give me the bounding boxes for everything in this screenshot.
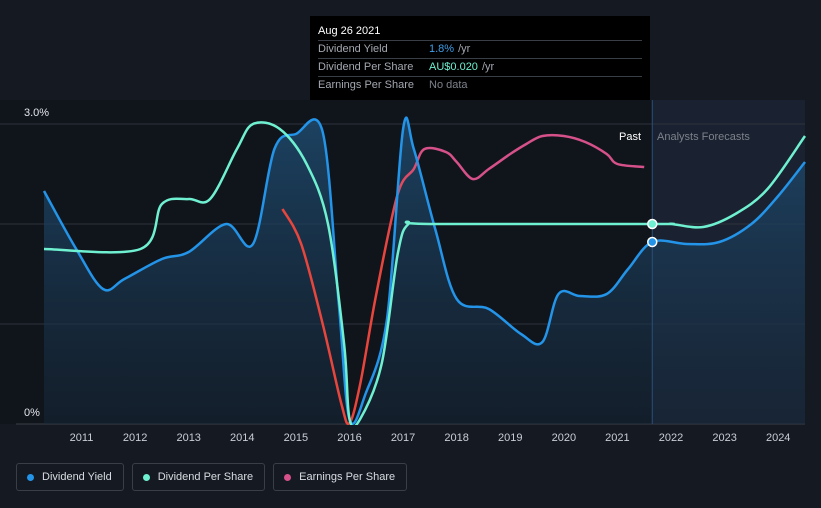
x-axis: 2011 2012 2013 2014 2015 2016 2017 2018 2019 2020… <box>70 432 791 444</box>
x-tick-label: 2017 <box>391 432 415 444</box>
dividend-yield-area <box>44 117 805 424</box>
x-tick-label: 2015 <box>284 432 308 444</box>
hover-markers <box>647 100 658 424</box>
tooltip-value: No data <box>429 79 468 91</box>
tooltip-label: Earnings Per Share <box>318 79 414 91</box>
tooltip-label: Dividend Yield <box>318 43 388 55</box>
x-tick-label: 2013 <box>176 432 200 444</box>
tooltip-unit: /yr <box>481 61 495 73</box>
x-tick-label: 2012 <box>123 432 147 444</box>
series-layer <box>42 116 807 425</box>
tooltip-row-dividend-per-share: Dividend Per Share AU$0.020 /yr <box>318 59 642 77</box>
earnings-per-share-line <box>281 133 645 425</box>
legend-label: Dividend Per Share <box>157 471 254 483</box>
tooltip-row-earnings-per-share: Earnings Per Share No data <box>318 77 642 94</box>
dividend-yield-line <box>42 116 806 425</box>
legend-label: Earnings Per Share <box>299 471 396 483</box>
x-tick-label: 2018 <box>444 432 468 444</box>
y-tick-label-bottom: 0% <box>24 407 40 419</box>
x-tick-label: 2024 <box>766 432 790 444</box>
x-tick-label: 2016 <box>337 432 361 444</box>
legend-label: Dividend Yield <box>42 471 112 483</box>
x-tick-label: 2014 <box>230 432 254 444</box>
legend-item-dividend-per-share[interactable]: Dividend Per Share <box>131 463 266 491</box>
dividend-per-share-marker <box>647 218 658 230</box>
dividend-per-share-line <box>43 121 807 425</box>
tooltip-value: 1.8% <box>429 43 455 55</box>
tooltip-value: AU$0.020 <box>429 61 478 73</box>
x-tick-label: 2020 <box>552 432 576 444</box>
legend-dot-icon <box>284 473 292 481</box>
tooltip-unit: /yr <box>458 43 471 55</box>
legend: Dividend Yield Dividend Per Share Earnin… <box>16 463 408 491</box>
x-tick-label: 2021 <box>605 432 629 444</box>
tooltip-date: Aug 26 2021 <box>318 23 642 41</box>
legend-dot-icon <box>27 473 34 481</box>
tooltip-row-dividend-yield: Dividend Yield 1.8% /yr <box>318 41 642 59</box>
legend-item-dividend-yield[interactable]: Dividend Yield <box>16 463 124 491</box>
past-label: Past <box>619 131 641 143</box>
legend-item-earnings-per-share[interactable]: Earnings Per Share <box>273 463 408 491</box>
dividend-yield-marker <box>647 236 658 248</box>
tooltip-label: Dividend Per Share <box>318 61 414 73</box>
x-tick-label: 2019 <box>498 432 522 444</box>
x-tick-label: 2022 <box>659 432 683 444</box>
y-tick-label-top: 3.0% <box>24 107 49 119</box>
x-tick-label: 2011 <box>70 432 94 444</box>
x-tick-label: 2023 <box>712 432 736 444</box>
legend-dot-icon <box>142 473 150 481</box>
tooltip: Aug 26 2021 Dividend Yield 1.8% /yr Divi… <box>310 16 650 100</box>
forecast-label: Analysts Forecasts <box>657 131 750 143</box>
